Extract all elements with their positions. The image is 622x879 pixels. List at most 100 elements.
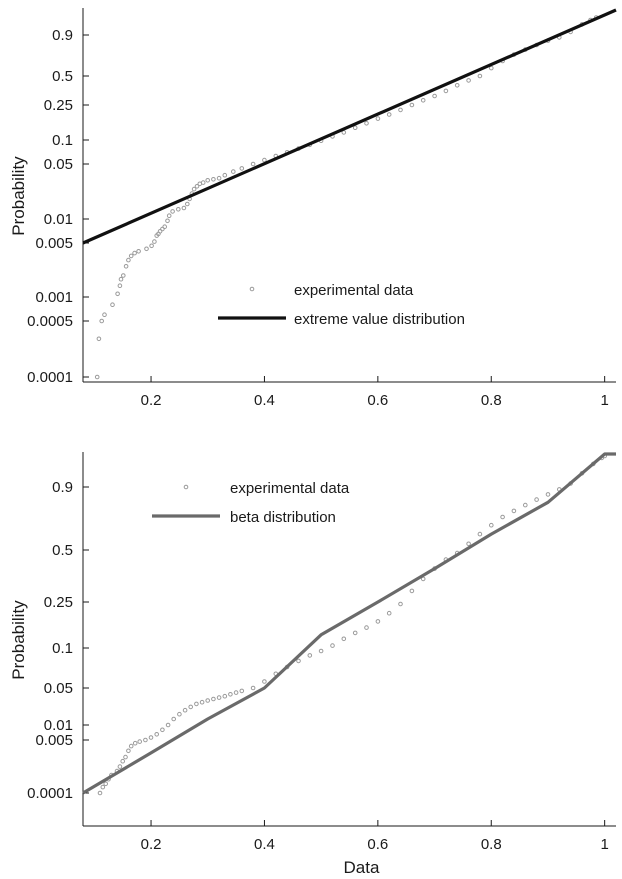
data-point [126,257,131,263]
data-point [375,116,381,121]
x-tick-label: 0.6 [367,392,388,409]
data-point [216,695,222,700]
data-point [477,73,483,79]
data-point [211,177,216,182]
data-point [99,318,104,324]
y-tick-label: 0.5 [52,542,73,559]
legend-label: beta distribution [230,509,336,526]
chart-1: 0.2 0.4 0.6 0.8 1 0.0001 0.0005 0.001 0.005 0.01 0… [9,8,617,409]
y-axis-label: Probability [9,600,28,680]
legend: experimental data beta distribution [152,480,350,526]
data-point [477,531,483,537]
data-point [117,764,123,769]
data-point [231,169,236,174]
data-point [191,186,197,192]
data-point [534,497,539,502]
data-point [100,784,106,790]
data-point [386,610,392,616]
y-tick-label: 0.0005 [27,313,73,330]
data-point [318,648,324,654]
data-point [97,790,103,796]
data-point [545,492,551,497]
data-point [143,737,148,743]
x-tick-label: 1 [600,392,608,409]
y-tick-label: 0.001 [35,289,73,306]
data-point [194,184,200,189]
data-point [94,374,100,380]
data-point [103,781,108,787]
legend-label: experimental data [230,480,350,497]
data-point [128,743,134,749]
data-point [110,302,115,308]
y-tick-label: 0.01 [44,717,73,734]
data-point [262,157,267,163]
y-tick-label: 0.05 [44,680,73,697]
data-point [222,693,228,699]
data-point [132,740,138,746]
data-point [132,250,137,256]
y-tick-label: 0.1 [52,132,73,149]
data-point [160,226,165,232]
data-point [128,253,134,259]
legend-label: extreme value distribution [294,311,465,328]
data-point [137,739,142,744]
data-point [205,698,210,703]
data-point [500,514,505,520]
data-point [148,735,154,740]
data-point [181,205,187,211]
data-point [177,711,182,717]
x-tick-label: 0.4 [254,836,275,853]
data-point [149,243,154,249]
series-markers-1 [94,15,599,380]
data-point [162,224,167,229]
x-tick-label: 0.8 [481,392,502,409]
data-point [364,625,369,630]
data-point [233,690,239,695]
data-point [262,679,267,684]
y-tick-label: 0.5 [52,68,73,85]
data-point [118,276,124,282]
legend: experimental data extreme value distribut… [218,282,465,328]
data-point [199,699,205,705]
data-point [152,239,157,244]
data-point [454,83,460,88]
data-point [160,727,165,733]
legend-marker [183,484,189,490]
data-point [341,636,347,642]
data-point [511,508,517,514]
series-line-2 [82,8,617,245]
data-point [352,630,358,636]
data-point [126,748,131,754]
x-tick-label: 0.8 [481,836,502,853]
y-tick-label: 0.25 [44,594,73,611]
data-point [250,685,256,691]
data-point [117,283,123,289]
data-point [330,643,335,648]
data-point [523,502,528,508]
x-tick-label: 0.4 [254,392,275,409]
data-point [375,619,381,624]
data-point [182,707,188,713]
data-point [123,754,128,760]
data-point [409,588,415,594]
data-point [102,312,107,318]
data-point [115,291,120,297]
data-point [144,246,149,252]
x-tick-label: 0.2 [141,392,162,409]
data-point [307,653,313,658]
data-point [170,209,175,214]
data-point [296,658,301,664]
y-tick-label: 0.05 [44,156,73,173]
data-point [250,161,256,167]
x-tick-label: 1 [600,836,608,853]
data-point [216,175,222,181]
x-axis-label: Data [344,858,380,877]
data-point [120,758,125,764]
data-point [194,701,199,707]
series-markers-1 [97,453,608,796]
data-point [466,541,471,547]
data-point [222,172,228,178]
data-point [176,207,181,212]
data-point [211,696,216,702]
